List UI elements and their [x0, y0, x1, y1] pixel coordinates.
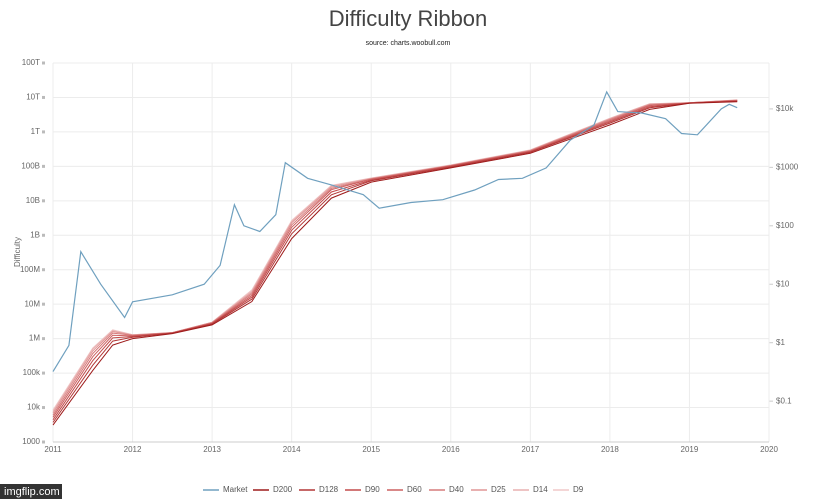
- y2-tick-label: $0.1: [776, 396, 792, 405]
- series-line: [52, 90, 738, 372]
- legend-label: D14: [533, 485, 548, 494]
- series-line: [52, 101, 738, 426]
- y-tick-mark: [42, 95, 45, 99]
- x-tick-label: 2014: [283, 445, 301, 454]
- y2-tick-label: $1000: [776, 162, 799, 171]
- y-axis-label: Difficulty: [13, 237, 22, 267]
- y2-tick-label: $100: [776, 221, 794, 230]
- y-tick-label: 100M: [20, 265, 40, 274]
- y-tick-mark: [42, 302, 45, 306]
- legend-label: D25: [491, 485, 506, 494]
- x-tick-label: 2018: [601, 445, 619, 454]
- legend-label: D200: [273, 485, 293, 494]
- y-tick-label: 10M: [24, 299, 40, 308]
- chart-subtitle: source: charts.woobull.com: [366, 40, 451, 47]
- y-tick-mark: [42, 406, 45, 410]
- y-tick-mark: [42, 233, 45, 237]
- y-tick-label: 100B: [21, 161, 40, 170]
- x-tick-label: 2020: [760, 445, 778, 454]
- x-tick-label: 2013: [203, 445, 221, 454]
- series-line: [52, 99, 738, 411]
- y-tick-label: 10T: [26, 93, 40, 102]
- y-tick-mark: [42, 440, 45, 444]
- legend-label: D128: [319, 485, 339, 494]
- y-tick-label: 1T: [31, 127, 40, 136]
- y-tick-mark: [42, 199, 45, 203]
- y-tick-label: 1M: [29, 334, 40, 343]
- x-tick-label: 2012: [124, 445, 142, 454]
- y-tick-mark: [42, 130, 45, 134]
- series-line: [52, 99, 738, 412]
- y-tick-label: 10k: [27, 403, 41, 412]
- x-tick-label: 2019: [681, 445, 699, 454]
- chart-title: Difficulty Ribbon: [329, 6, 488, 31]
- y-tick-mark: [42, 61, 45, 65]
- legend-label: D60: [407, 485, 422, 494]
- y2-tick-label: $10k: [776, 104, 794, 113]
- x-tick-label: 2016: [442, 445, 460, 454]
- x-tick-label: 2011: [44, 445, 62, 454]
- watermark-bg: [0, 484, 62, 499]
- y-tick-mark: [42, 337, 45, 341]
- watermark: imgflip.com: [4, 486, 60, 498]
- x-tick-label: 2017: [521, 445, 539, 454]
- y2-tick-label: $1: [776, 338, 785, 347]
- legend-label: D9: [573, 485, 584, 494]
- y-tick-label: 100k: [23, 368, 41, 377]
- y2-tick-label: $10: [776, 279, 790, 288]
- legend-label: D40: [449, 485, 464, 494]
- y-tick-mark: [42, 371, 45, 375]
- y-tick-label: 1B: [30, 230, 40, 239]
- y-tick-label: 100T: [22, 58, 40, 67]
- series-line: [52, 99, 738, 416]
- y-tick-mark: [42, 268, 45, 272]
- series-line: [52, 99, 738, 414]
- y-tick-label: 1000: [22, 437, 40, 446]
- y-tick-mark: [42, 164, 45, 168]
- series-line: [52, 100, 738, 418]
- legend-label: Market: [223, 485, 248, 494]
- y-tick-label: 10B: [26, 196, 40, 205]
- series-line: [52, 100, 738, 423]
- legend-label: D90: [365, 485, 380, 494]
- x-tick-label: 2015: [362, 445, 380, 454]
- series-line: [52, 100, 738, 421]
